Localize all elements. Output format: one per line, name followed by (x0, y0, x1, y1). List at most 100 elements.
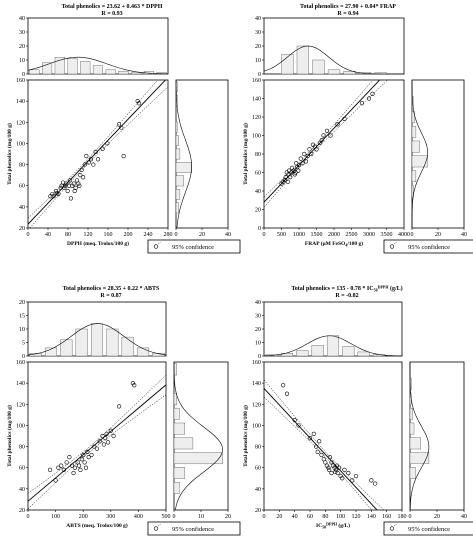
side-histogram-bar (411, 170, 417, 183)
legend-point-marker (389, 526, 395, 531)
top-histogram-bar (357, 351, 370, 357)
x-axis-label: ABTS (meq. Trolox/100 g) (66, 522, 128, 529)
data-point (93, 149, 98, 154)
x-tick-label: 1500 (311, 232, 323, 238)
y-tick-label: 60 (19, 184, 25, 190)
data-point (67, 455, 72, 460)
data-point (328, 133, 333, 138)
data-point (61, 467, 66, 472)
chart-panel-1: Total phenolics = 23.62 + 0.463 * DPPHR … (6, 4, 241, 254)
data-point (326, 465, 331, 470)
y-tick-label: 20 (19, 508, 25, 514)
side-histogram-tick-label: 40 (461, 514, 467, 520)
side-histogram-frame (409, 361, 465, 511)
side-histogram-bar (409, 467, 416, 479)
side-histogram-bar (175, 202, 179, 214)
top-histogram-tick-label: 10 (255, 58, 261, 64)
data-point (50, 192, 55, 197)
side-histogram-bar (173, 481, 180, 494)
data-point (100, 433, 105, 439)
side-histogram-tick-label: 40 (461, 232, 467, 238)
x-tick-label: 100 (336, 514, 345, 520)
top-histogram-bar (106, 328, 119, 357)
side-histogram-tick-label: 20 (199, 232, 205, 238)
side-histogram-bar (175, 162, 192, 173)
data-point (136, 101, 142, 106)
data-point (283, 175, 288, 180)
data-point (296, 163, 302, 168)
data-point (334, 463, 339, 468)
x-tick-label: 140 (367, 514, 376, 520)
data-point (79, 167, 84, 172)
data-point (86, 455, 91, 460)
data-point (282, 177, 288, 182)
top-histogram-tick-label: 15 (19, 314, 25, 320)
data-point (281, 383, 286, 388)
side-histogram-bar (173, 422, 186, 435)
x-tick-label: 2500 (346, 232, 358, 238)
data-point (116, 404, 122, 409)
top-histogram-bar (54, 57, 65, 75)
scatter-plot-area (263, 361, 403, 511)
top-histogram-bar (280, 353, 294, 357)
side-histogram-bar (411, 185, 414, 197)
y-tick-label: 120 (16, 120, 25, 126)
x-tick-label: 0 (27, 514, 30, 520)
top-histogram-normal-curve (27, 56, 169, 75)
side-histogram-frame (175, 79, 229, 229)
data-point (68, 196, 74, 201)
top-histogram-normal-curve (263, 45, 404, 75)
confidence-band (28, 374, 166, 494)
y-tick-label: 160 (252, 78, 261, 84)
y-tick-label: 40 (255, 189, 261, 195)
top-histogram-bar (105, 69, 116, 75)
top-histogram-bar (118, 70, 129, 75)
x-tick-label: 300 (106, 514, 115, 520)
regression-lines (28, 374, 166, 510)
y-tick-label: 20 (19, 226, 25, 232)
side-histogram-bar (173, 437, 194, 450)
side-histogram-bar (173, 452, 223, 465)
x-tick-label: 2000 (328, 232, 340, 238)
confidence-band (29, 86, 168, 228)
x-axis-label: DPPH (meq. Trolox/100 g) (67, 240, 129, 247)
chart-subtitle: R = 0.94 (337, 11, 358, 17)
top-histogram-bar (75, 328, 88, 357)
y-tick-label: 100 (252, 423, 261, 429)
x-axis-label: FRAP (µM FeSO4/100 g) (305, 240, 363, 248)
legend-point-marker (389, 244, 395, 249)
y-tick-label: 140 (16, 381, 25, 387)
y-axis-label: Total phenolics (mg/100 g) (242, 123, 249, 185)
data-point (95, 157, 101, 162)
data-point (350, 478, 355, 483)
side-histogram-normal-curve (411, 80, 428, 228)
data-point (296, 168, 301, 173)
data-point (121, 154, 126, 159)
y-axis-label: Total phenolics (mg/100 g) (242, 405, 249, 467)
regression-lines (28, 80, 168, 228)
x-tick-label: 40 (292, 514, 298, 520)
y-tick-label: 20 (255, 508, 261, 514)
top-histogram-normal-curve (27, 323, 167, 356)
top-histogram-normal-curve (263, 335, 402, 357)
side-histogram-bar (409, 437, 422, 450)
y-tick-label: 160 (16, 360, 25, 366)
side-histogram-bar (409, 452, 430, 465)
x-tick-label: 40 (45, 232, 51, 238)
side-histogram-tick-label: 20 (435, 232, 441, 238)
side-histogram-bar (175, 148, 181, 160)
data-point (307, 436, 313, 441)
regression-line (264, 80, 381, 203)
y-tick-label: 0 (258, 226, 261, 232)
data-point (103, 436, 108, 441)
data-point (324, 128, 330, 133)
top-histogram-tick-label: 5 (22, 341, 25, 347)
data-point (359, 101, 365, 106)
side-histogram-bar (173, 407, 180, 420)
y-tick-label: 60 (255, 466, 261, 472)
x-tick-label: 160 (382, 514, 391, 520)
x-tick-label: 280 (164, 232, 173, 238)
side-histogram-normal-curve (175, 80, 192, 229)
scatter-plot-area (263, 79, 405, 229)
